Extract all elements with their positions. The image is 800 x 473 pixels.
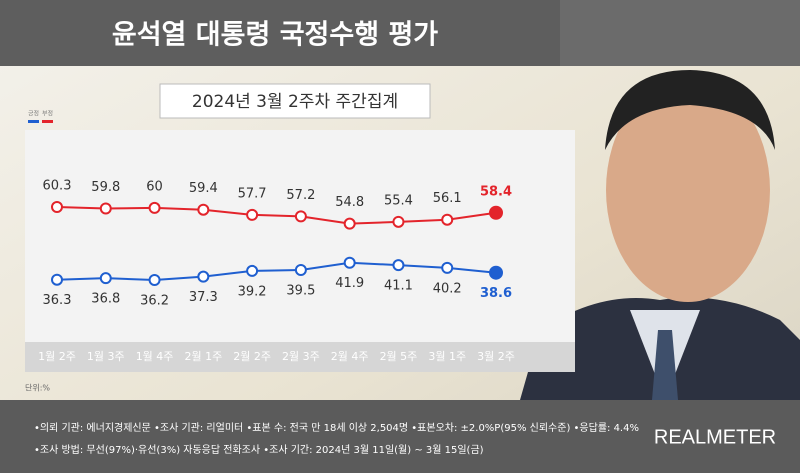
x-tick-label: 2월 2주 [233, 350, 271, 363]
x-tick-label: 2월 1주 [184, 350, 222, 363]
point [489, 205, 503, 220]
point [489, 265, 503, 280]
x-tick-label: 1월 4주 [136, 350, 174, 363]
line [56, 206, 497, 225]
value-label: 59.8 [91, 180, 120, 195]
x-tick-label: 3월 2주 [477, 350, 515, 363]
x-tick-label: 2월 4주 [331, 350, 369, 363]
value-label: 57.7 [238, 186, 267, 201]
point [392, 259, 405, 272]
point [99, 202, 112, 215]
value-label: 55.4 [384, 193, 413, 208]
x-tick-label: 1월 3주 [87, 350, 125, 363]
point [441, 213, 454, 226]
point [294, 264, 307, 277]
footer-note: •조사 방법: 무선(97%)·유선(3%) 자동응답 전화조사 •조사 기간:… [34, 444, 484, 456]
legend-label: 긍정 [28, 111, 39, 118]
subtitle-box [159, 83, 431, 119]
value-label: 56.1 [433, 191, 462, 206]
value-label: 38.6 [480, 286, 512, 301]
point [148, 201, 161, 214]
line [56, 261, 497, 282]
point [343, 256, 356, 269]
footer-note: •의뢰 기관: 에너지경제신문 •조사 기관: 리얼미터 •표본 수: 전국 만… [34, 421, 639, 434]
value-label: 41.9 [335, 276, 364, 291]
legend-swatch [42, 120, 53, 123]
point [294, 210, 307, 223]
point [441, 261, 454, 274]
value-label: 40.2 [433, 281, 462, 296]
value-label: 58.4 [480, 184, 512, 199]
point [148, 274, 161, 286]
point [392, 215, 405, 228]
value-label: 39.2 [238, 284, 267, 299]
point [343, 217, 356, 230]
x-tick-label: 3월 1주 [428, 350, 466, 363]
value-label: 37.3 [189, 290, 218, 305]
subtitle: 2024년 3월 2주차 주간집계 [192, 92, 398, 112]
point [197, 270, 210, 283]
value-label: 54.8 [335, 195, 364, 210]
value-label: 36.3 [43, 293, 72, 308]
footer-bar [0, 400, 800, 473]
value-label: 60.3 [43, 179, 72, 194]
unit-label: 단위:% [25, 383, 50, 393]
point [246, 208, 259, 221]
chart-title: 윤석열 대통령 국정수행 평가 [112, 20, 438, 51]
category-band [25, 342, 575, 372]
point [197, 203, 210, 216]
value-label: 41.1 [384, 279, 413, 294]
point [246, 264, 259, 277]
x-tick-label: 2월 3주 [282, 350, 320, 363]
portrait [520, 70, 800, 400]
value-label: 60 [146, 179, 163, 194]
point [51, 201, 63, 213]
point [99, 272, 112, 285]
legend-swatch [28, 120, 39, 123]
value-label: 57.2 [286, 188, 315, 203]
value-label: 36.8 [91, 292, 120, 307]
value-label: 39.5 [286, 284, 315, 299]
x-tick-label: 1월 2주 [38, 350, 76, 363]
plot-area [25, 130, 575, 342]
title-bar-left [0, 0, 560, 66]
brand: REALMETER [654, 426, 776, 448]
legend-label: 부정 [42, 111, 53, 118]
value-label: 59.4 [189, 181, 218, 196]
value-label: 36.2 [140, 294, 169, 309]
x-tick-label: 2월 5주 [380, 350, 418, 363]
point [51, 273, 63, 286]
